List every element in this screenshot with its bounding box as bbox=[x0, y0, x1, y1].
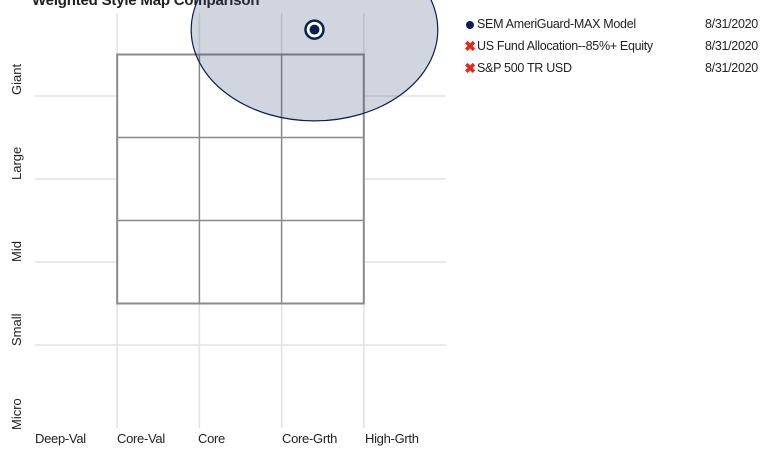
style-box bbox=[116, 53, 365, 305]
chart-title: Weighted Style Map Comparison bbox=[32, 0, 260, 9]
y-axis-label: Small bbox=[9, 313, 24, 346]
legend-item-category: ✖ US Fund Allocation--85%+ Equity 8/31/2… bbox=[463, 35, 763, 57]
legend-label: US Fund Allocation--85%+ Equity bbox=[477, 39, 653, 53]
legend-label: SEM AmeriGuard-MAX Model bbox=[477, 17, 636, 31]
y-axis-label: Large bbox=[9, 147, 24, 180]
y-axis-label: Mid bbox=[9, 241, 24, 262]
x-axis-label: Deep-Val bbox=[35, 431, 86, 446]
model-dot-icon bbox=[463, 13, 477, 35]
legend-item-model: SEM AmeriGuard-MAX Model 8/31/2020 bbox=[463, 13, 763, 35]
x-axis-label: Core-Grth bbox=[282, 431, 337, 446]
legend-date: 8/31/2020 bbox=[705, 61, 758, 75]
legend-date: 8/31/2020 bbox=[705, 39, 758, 53]
legend-date: 8/31/2020 bbox=[705, 17, 758, 31]
y-axis-label: Giant bbox=[9, 64, 24, 95]
model-marker-dot bbox=[309, 24, 320, 35]
y-axis-label: Micro bbox=[9, 398, 24, 430]
style-ellipse bbox=[190, 0, 439, 122]
red-x-icon: ✖ bbox=[464, 60, 476, 76]
legend-item-index: ✖ S&P 500 TR USD 8/31/2020 bbox=[463, 57, 763, 79]
x-axis-label: Core-Val bbox=[117, 431, 165, 446]
legend: SEM AmeriGuard-MAX Model 8/31/2020 ✖ US … bbox=[463, 13, 763, 79]
legend-label: S&P 500 TR USD bbox=[477, 61, 572, 75]
x-axis-label: Core bbox=[198, 431, 225, 446]
style-map-plot: Deep-Val Core-Val Core Core-Grth High-Grth Gi… bbox=[9, 0, 446, 446]
red-x-icon: ✖ bbox=[464, 38, 476, 54]
x-axis-label: High-Grth bbox=[365, 431, 419, 446]
